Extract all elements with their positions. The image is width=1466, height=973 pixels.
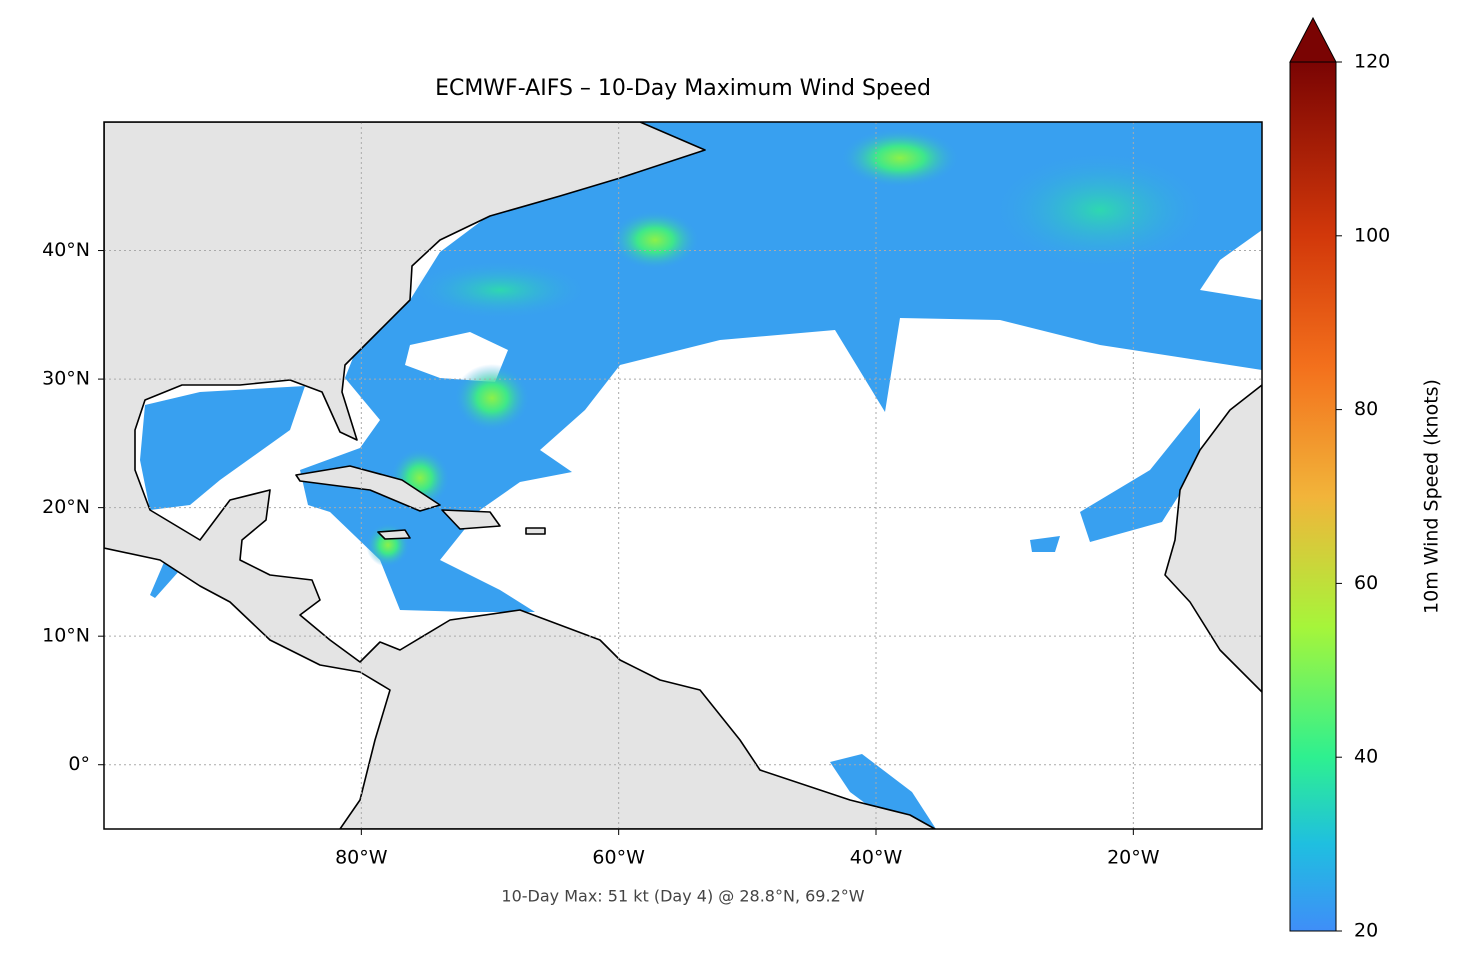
colorbar-extend [1289,16,1337,63]
chart-title: ECMWF-AIFS – 10-Day Maximum Wind Speed [435,76,931,101]
colorbar-tick-label: 60 [1354,572,1378,594]
colorbar-tick-label: 40 [1354,746,1378,768]
colorbar-tick-label: 100 [1354,224,1390,246]
wind-core [840,128,960,188]
y-tick-label: 10°N [42,625,90,647]
land-africa [1164,384,1262,693]
colorbar-label: 10m Wind Speed (knots) [1421,379,1443,614]
colorbar: 20 40 60 80 100 120 10m Wind Speed (knots) [1289,16,1443,942]
wind-core [410,260,590,320]
plot-frame [103,121,1263,830]
wind-core [990,150,1210,270]
colorbar-tick-label: 20 [1354,920,1378,942]
island [441,509,501,530]
colorbar-tick-label: 80 [1354,398,1378,420]
annotation: 10-Day Max: 51 kt (Day 4) @ 28.8°N, 69.2… [501,887,864,906]
colorbar-scale [1289,61,1337,932]
wind-area [140,386,305,510]
map [104,122,1262,829]
wind-area [830,754,936,829]
island [525,527,546,535]
colorbar-tick-label: 120 [1354,51,1390,73]
grid [104,122,1262,829]
wind-field [140,122,1262,829]
wind-area [1030,536,1060,552]
land-americas [104,122,936,829]
y-tick-label: 0° [68,753,90,775]
x-tick-label: 40°W [850,847,903,869]
wind-core [454,364,530,432]
x-tick-label: 60°W [592,847,645,869]
wind-area [150,560,180,598]
x-tick-label: 20°W [1107,847,1160,869]
x-tick-label: 80°W [335,847,388,869]
y-tick-label: 30°N [42,368,90,390]
calm-area [1200,230,1262,300]
wind-core [610,210,700,270]
y-tick-label: 40°N [42,239,90,261]
island [377,529,411,540]
wind-area [1080,408,1200,542]
y-tick-label: 20°N [42,496,90,518]
